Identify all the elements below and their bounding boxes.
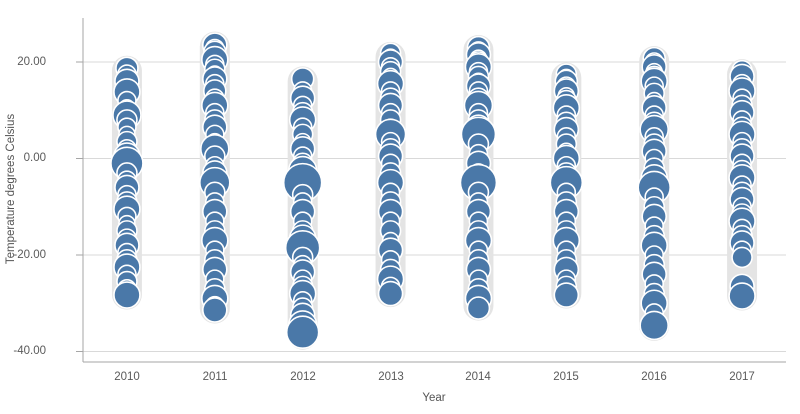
x-tick-label: 2016 (641, 371, 667, 383)
y-axis-title: Temperature degrees Celsius (5, 113, 17, 265)
data-point[interactable] (113, 281, 141, 309)
data-point[interactable] (639, 310, 669, 341)
x-tick-label: 2015 (553, 371, 579, 383)
data-point[interactable] (731, 246, 753, 269)
y-tick-label: 0.00 (23, 152, 46, 164)
x-tick-label: 2010 (114, 371, 140, 383)
data-point[interactable] (202, 297, 228, 323)
y-tick-label: -20.00 (13, 249, 46, 261)
data-point[interactable] (728, 282, 756, 310)
y-tick-label: -40.00 (13, 345, 46, 357)
x-tick-label: 2014 (465, 371, 491, 383)
x-axis-title: Year (422, 392, 446, 404)
x-tick-label: 2013 (378, 371, 404, 383)
x-tick-label: 2017 (729, 371, 755, 383)
data-point[interactable] (285, 315, 320, 350)
data-point[interactable] (466, 296, 491, 320)
data-point[interactable] (553, 282, 580, 308)
data-point[interactable] (377, 280, 404, 307)
x-tick-label: 2011 (202, 371, 228, 383)
x-tick-label: 2012 (290, 371, 316, 383)
y-tick-label: 20.00 (17, 56, 46, 68)
